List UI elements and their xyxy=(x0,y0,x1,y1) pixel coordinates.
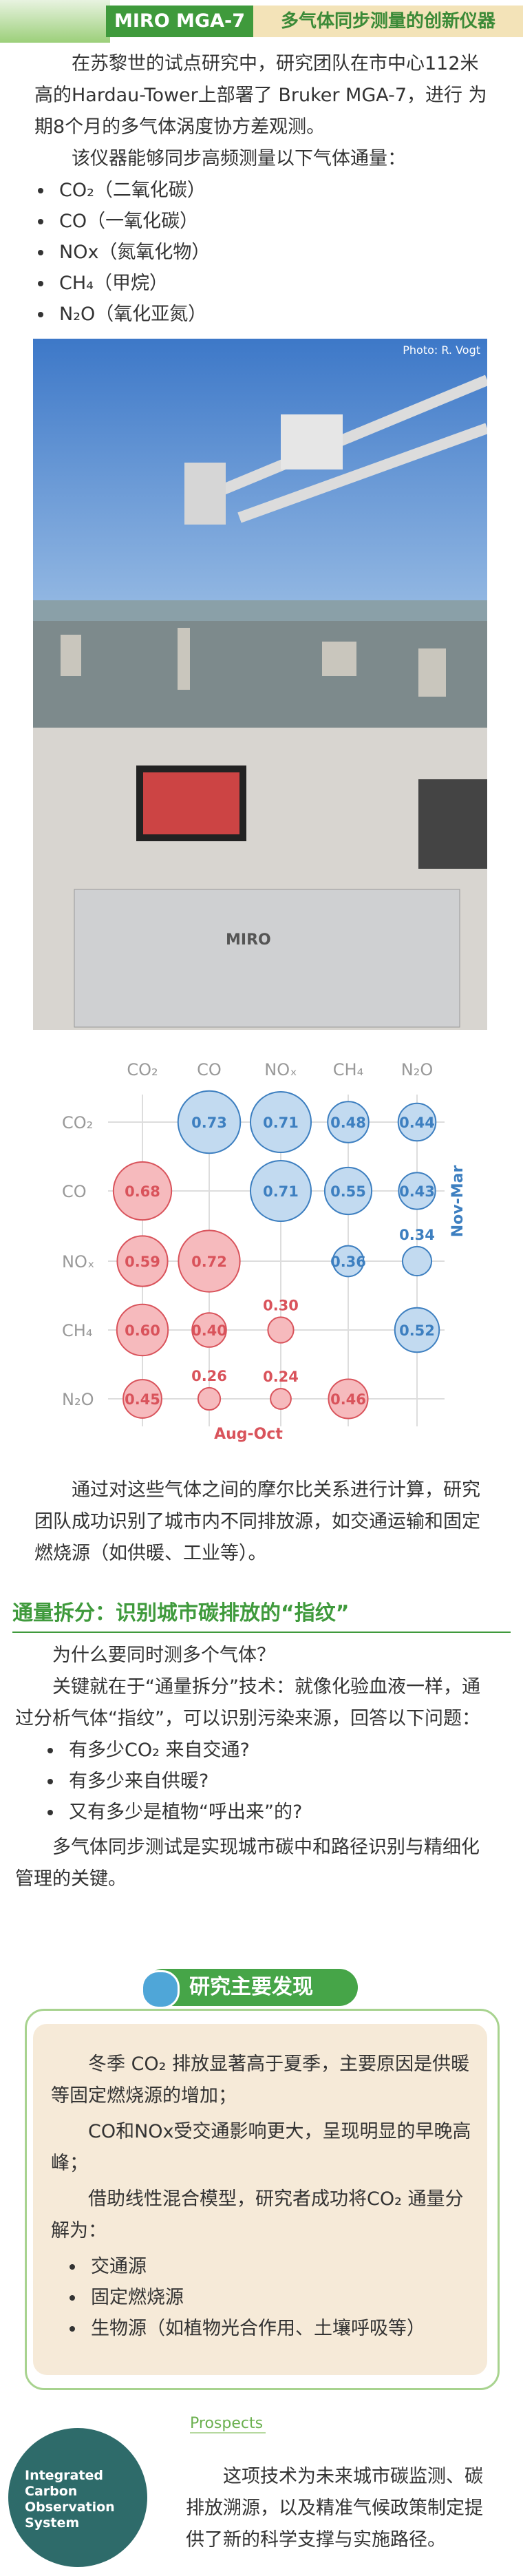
gas-item: CO₂（二氧化碳） xyxy=(54,175,495,206)
column-label: N₂O xyxy=(401,1060,433,1079)
header-tag: MIRO MGA-7 xyxy=(106,6,253,37)
gas-item: N₂O（氧化亚氮） xyxy=(54,299,495,330)
bubble xyxy=(270,1388,292,1410)
value-label: 0.60 xyxy=(125,1322,160,1339)
findings-title: 研究主要发现 xyxy=(145,1969,358,2006)
value-label: 0.71 xyxy=(263,1115,299,1131)
bubble xyxy=(328,1378,369,1419)
value-label: 0.44 xyxy=(399,1115,435,1131)
prospects-paragraph: 这项技术为未来城市碳监测、碳排放溯源，以及精准气候政策制定提供了新的科学支撑与实… xyxy=(186,2466,483,2551)
gas-list: CO₂（二氧化碳）CO（一氧化碳）NOx（氮氧化物）CH₄（甲烷）N₂O（氧化亚… xyxy=(34,175,495,330)
row-label: NOₓ xyxy=(62,1252,95,1271)
column-label: NOₓ xyxy=(264,1060,297,1079)
value-label: 0.40 xyxy=(191,1322,227,1339)
bubble xyxy=(323,1166,373,1216)
value-label: 0.26 xyxy=(191,1368,227,1384)
value-label: 0.73 xyxy=(191,1115,227,1131)
bubble xyxy=(178,1229,241,1293)
analysis-paragraph: 通过对这些气体之间的摩尔比关系进行计算，研究团队成功识别了城市内不同排放源，如交… xyxy=(34,1479,480,1564)
globe-icon xyxy=(141,1970,180,2009)
findings-item: 固定燃烧源 xyxy=(85,2282,478,2313)
bubble xyxy=(267,1316,295,1344)
findings-paragraph: 借助线性混合模型，研究者成功将CO₂ 通量分解为： xyxy=(51,2188,464,2241)
findings: 冬季 CO₂ 排放显著高于夏季，主要原因是供暖等固定燃烧源的增加； CO和NOx受… xyxy=(51,2049,478,2344)
ics-logo: Integrated Carbon Observation System xyxy=(8,2428,147,2567)
bubble xyxy=(112,1161,173,1221)
legend-label: Nov-Mar xyxy=(449,1165,467,1238)
bubble xyxy=(332,1245,365,1278)
photo: Photo: R. Vogt MIRO xyxy=(33,339,487,1030)
findings-list: 交通源固定燃烧源生物源（如植物光合作用、土壤呼吸等） xyxy=(51,2251,478,2344)
logo-line: Integrated xyxy=(25,2468,103,2483)
bubble xyxy=(191,1312,227,1348)
flux-question: 为什么要同时测多个气体？ xyxy=(52,1645,275,1666)
findings-paragraph: CO和NOx受交通影响更大，呈现明显的早晚高峰； xyxy=(51,2121,471,2174)
gas-item: CO（一氧化碳） xyxy=(54,206,495,237)
bubble xyxy=(116,1303,169,1357)
bubble xyxy=(394,1307,440,1353)
value-label: 0.68 xyxy=(125,1183,160,1200)
bubble xyxy=(401,1245,433,1277)
row-label: CO xyxy=(62,1182,87,1201)
flux-list: 有多少CO₂ 来自交通?有多少来自供暖?又有多少是植物“呼出来”的? xyxy=(15,1735,497,1828)
row-label: CO₂ xyxy=(62,1113,93,1132)
flux-conclusion: 多气体同步测试是实现城市碳中和路径识别与精细化管理的关键。 xyxy=(15,1837,480,1890)
header-title: 多气体同步测量的创新仪器 xyxy=(253,6,523,37)
bubble xyxy=(177,1090,242,1154)
flux-item: 有多少CO₂ 来自交通? xyxy=(63,1735,497,1766)
photo-brand: MIRO xyxy=(226,931,271,949)
flux-item: 有多少来自供暖? xyxy=(63,1766,497,1797)
value-label: 0.24 xyxy=(263,1369,299,1385)
value-label: 0.72 xyxy=(191,1254,227,1270)
bubble xyxy=(116,1235,169,1287)
analysis: 通过对这些气体之间的摩尔比关系进行计算，研究团队成功识别了城市内不同排放源，如交… xyxy=(34,1475,495,1570)
value-label: 0.52 xyxy=(399,1322,435,1339)
flux-heading: 通量拆分：识别城市碳排放的“指纹” xyxy=(12,1596,511,1633)
bubble xyxy=(197,1386,222,1411)
column-label: CO₂ xyxy=(127,1060,158,1079)
row-label: N₂O xyxy=(62,1390,94,1409)
correlation-chart: CO₂ CO₂ CO CO NOₓ NOₓ CH₄ CH₄ N₂O N₂O 0.73 0.71 0.48… xyxy=(62,1060,467,1443)
bubble xyxy=(122,1379,162,1419)
bubble xyxy=(397,1102,437,1142)
logo-line: System xyxy=(25,2515,80,2531)
bubble xyxy=(249,1159,312,1223)
flux: 为什么要同时测多个气体？ 关键就在于“通量拆分”技术：就像化验血液一样，通过分析… xyxy=(15,1640,497,1895)
flux-paragraph: 关键就在于“通量拆分”技术：就像化验血液一样，通过分析气体“指纹”，可以识别污染… xyxy=(15,1676,480,1729)
bubble xyxy=(398,1172,436,1210)
bubble xyxy=(249,1090,312,1154)
gas-item: NOx（氮氧化物） xyxy=(54,237,495,268)
value-label: 0.55 xyxy=(330,1183,366,1200)
findings-item: 生物源（如植物光合作用、土壤呼吸等） xyxy=(85,2313,478,2344)
row-label: CH₄ xyxy=(62,1321,92,1340)
column-label: CO xyxy=(197,1060,222,1079)
value-label: 0.36 xyxy=(330,1254,366,1270)
value-label: 0.46 xyxy=(330,1391,366,1408)
bubble xyxy=(327,1101,370,1143)
findings-paragraph: 冬季 CO₂ 排放显著高于夏季，主要原因是供暖等固定燃烧源的增加； xyxy=(51,2054,470,2107)
value-label: 0.48 xyxy=(330,1115,366,1131)
logo-line: Carbon xyxy=(25,2484,78,2499)
flux-item: 又有多少是植物“呼出来”的? xyxy=(63,1797,497,1828)
header-decoration xyxy=(0,0,110,43)
value-label: 0.45 xyxy=(125,1391,160,1408)
photo-credit: Photo: R. Vogt xyxy=(403,344,480,357)
prospects: 这项技术为未来城市碳监测、碳排放溯源，以及精准气候政策制定提供了新的科学支撑与实… xyxy=(186,2461,495,2556)
value-label: 0.71 xyxy=(263,1183,299,1200)
intro: 在苏黎世的试点研究中，研究团队在市中心112米高的Hardau-Tower上部署… xyxy=(34,48,495,330)
intro-lead: 该仪器能够同步高频测量以下气体通量： xyxy=(72,148,406,169)
column-label: CH₄ xyxy=(333,1060,363,1079)
intro-paragraph: 在苏黎世的试点研究中，研究团队在市中心112米高的Hardau-Tower上部署… xyxy=(34,53,487,138)
legend-label: Aug-Oct xyxy=(214,1426,283,1443)
logo-line: Observation xyxy=(25,2500,115,2515)
value-label: 0.43 xyxy=(399,1183,435,1200)
findings-item: 交通源 xyxy=(85,2251,478,2282)
findings-inner xyxy=(33,2024,487,2375)
prospects-label: Prospects xyxy=(190,2415,266,2434)
value-label: 0.59 xyxy=(125,1254,160,1270)
value-label: 0.30 xyxy=(263,1297,299,1313)
gas-item: CH₄（甲烷） xyxy=(54,268,495,299)
value-label: 0.34 xyxy=(399,1227,435,1243)
